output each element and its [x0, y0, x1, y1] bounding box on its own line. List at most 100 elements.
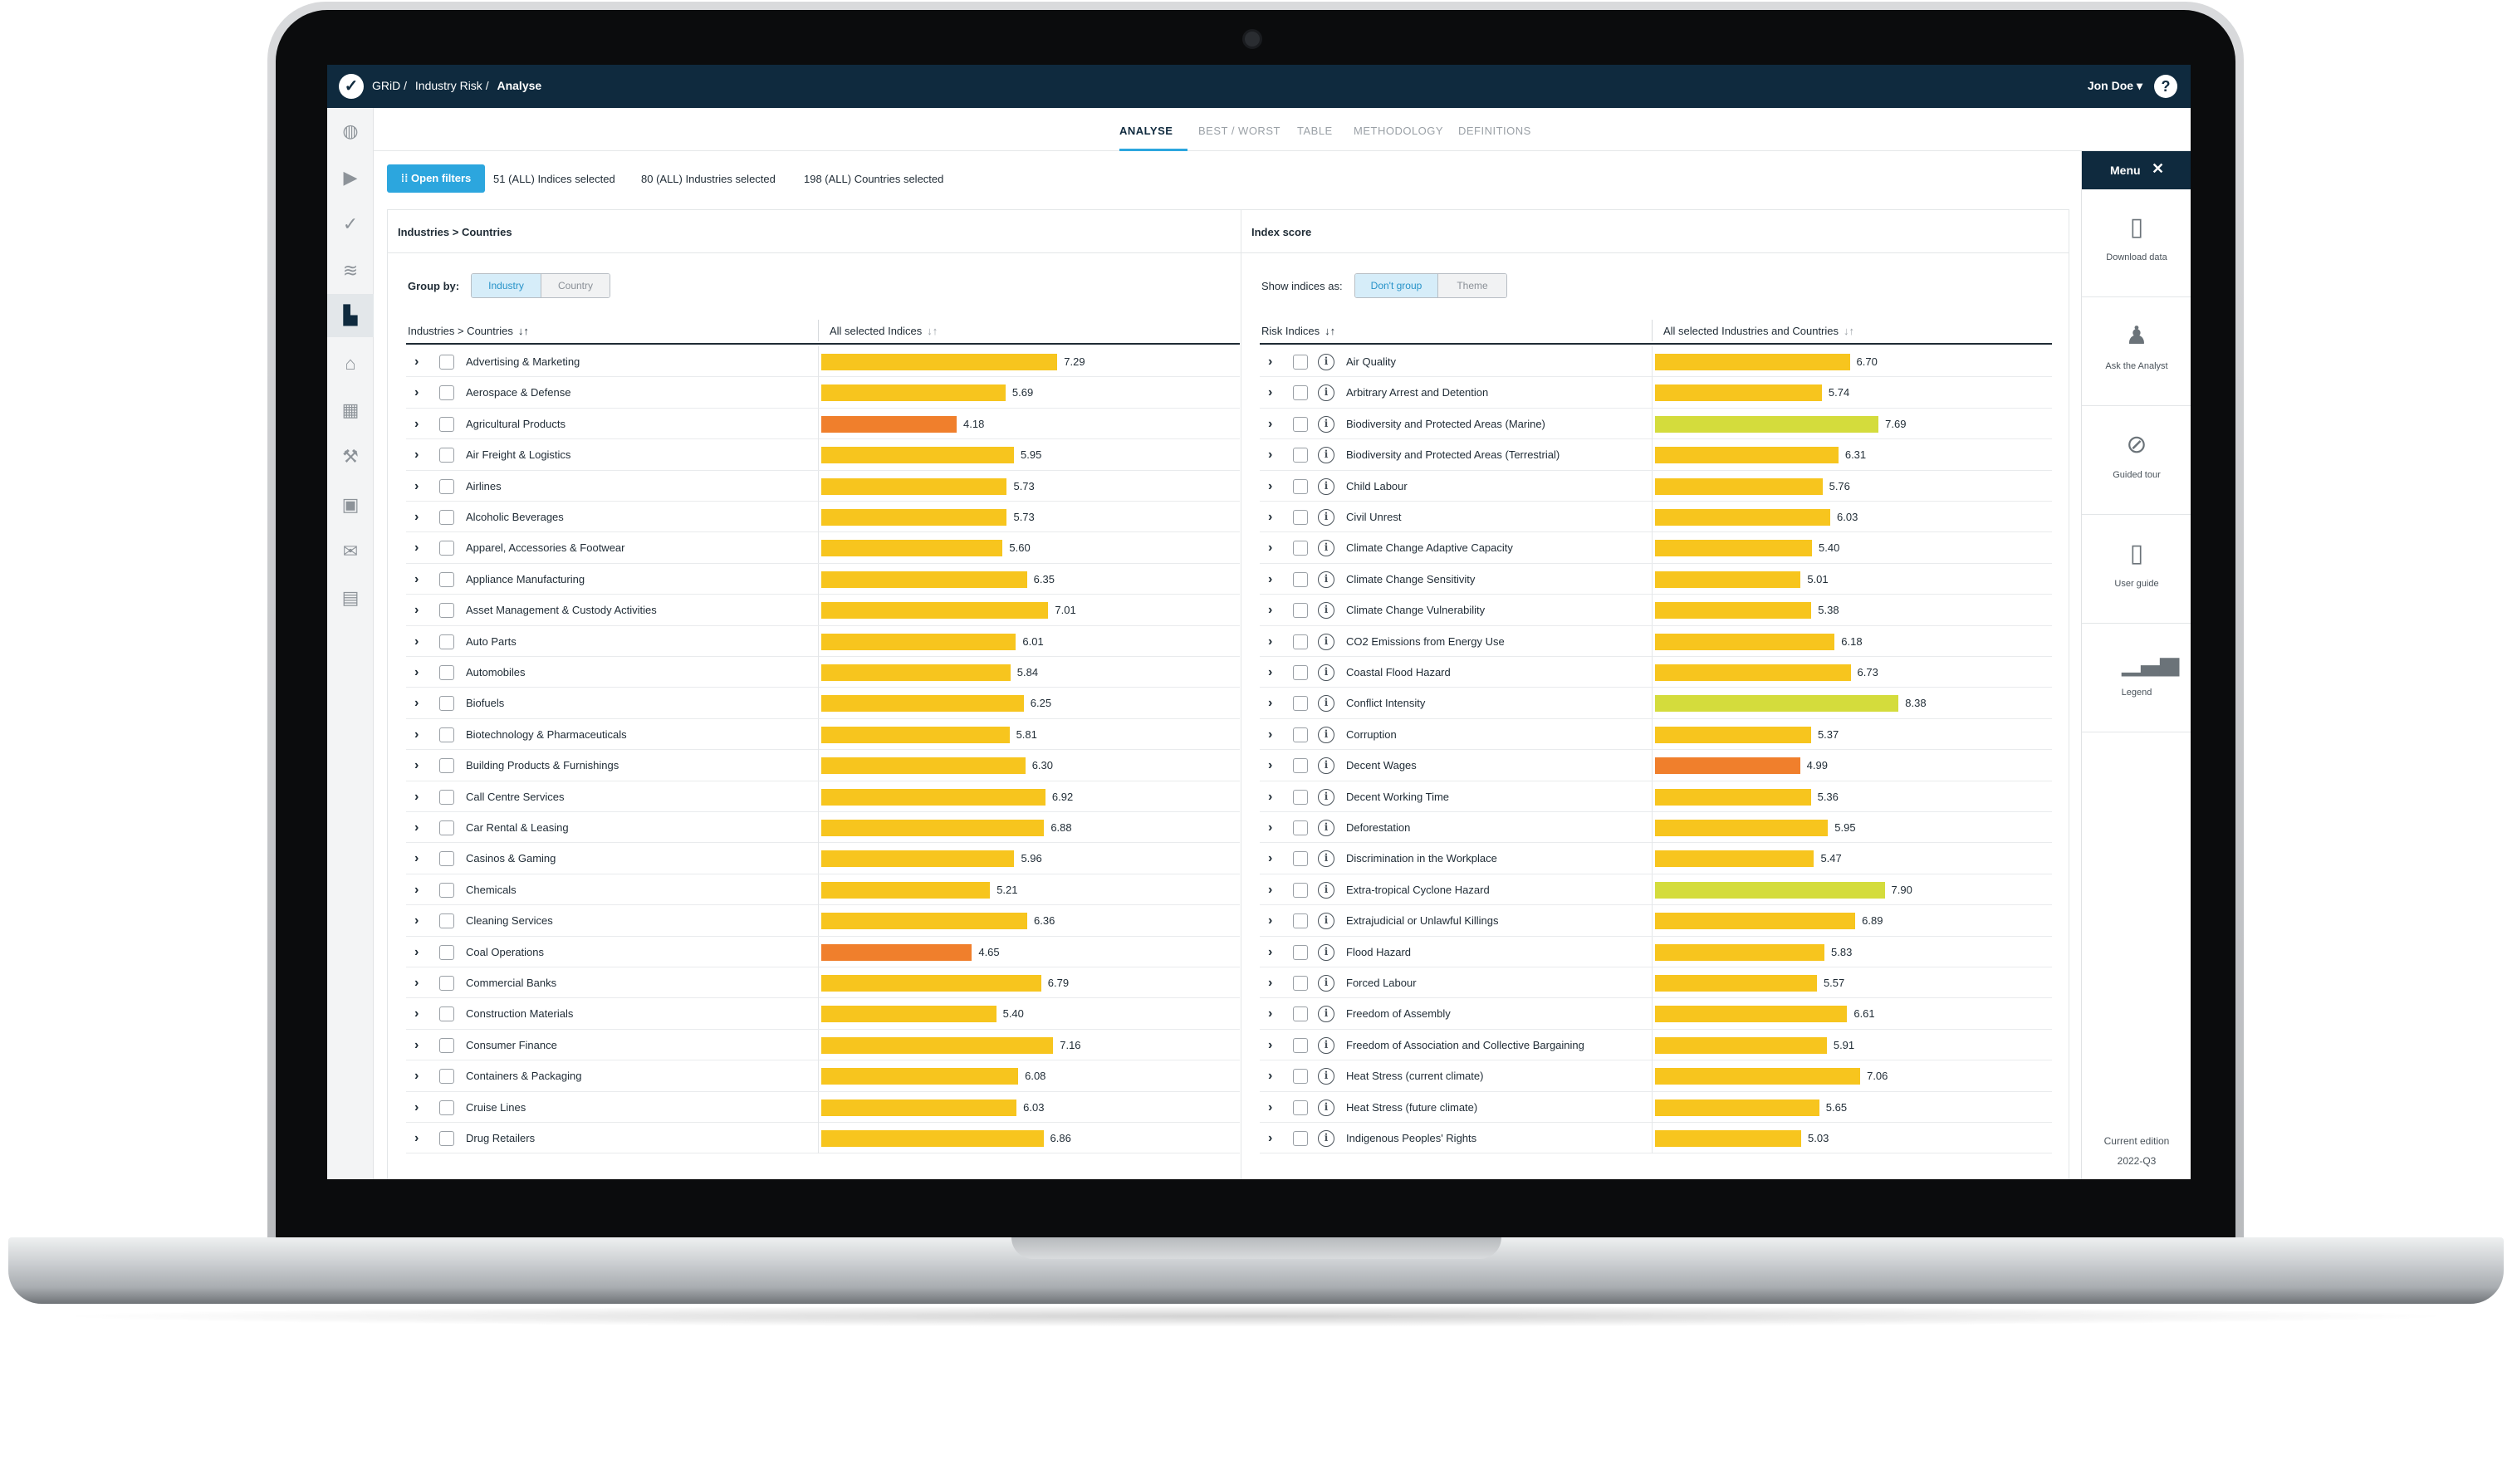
- chevron-right-icon[interactable]: ›: [414, 727, 419, 742]
- table-row[interactable]: › Commercial Banks 6.79: [406, 967, 1240, 999]
- row-checkbox[interactable]: [439, 355, 454, 370]
- table-row[interactable]: › i Flood Hazard 5.83: [1260, 936, 2052, 967]
- table-row[interactable]: › Coal Operations 4.65: [406, 936, 1240, 967]
- chevron-right-icon[interactable]: ›: [1268, 944, 1273, 959]
- chevron-right-icon[interactable]: ›: [414, 944, 419, 959]
- row-checkbox[interactable]: [1293, 913, 1308, 929]
- info-icon[interactable]: i: [1318, 447, 1334, 464]
- row-checkbox[interactable]: [1293, 789, 1308, 805]
- chevron-right-icon[interactable]: ›: [414, 448, 419, 463]
- info-icon[interactable]: i: [1318, 540, 1334, 557]
- table-row[interactable]: › i Climate Change Adaptive Capacity 5.40: [1260, 532, 2052, 564]
- group-country-button[interactable]: Country: [541, 274, 610, 297]
- info-icon[interactable]: i: [1318, 881, 1334, 899]
- row-checkbox[interactable]: [439, 758, 454, 774]
- row-checkbox[interactable]: [1293, 1037, 1308, 1053]
- row-checkbox[interactable]: [1293, 944, 1308, 960]
- row-checkbox[interactable]: [1293, 758, 1308, 774]
- table-row[interactable]: › Drug Retailers 6.86: [406, 1123, 1240, 1154]
- table-row[interactable]: › i Civil Unrest 6.03: [1260, 502, 2052, 533]
- row-checkbox[interactable]: [1293, 385, 1308, 401]
- group-industry-button[interactable]: Industry: [472, 274, 541, 297]
- info-icon[interactable]: i: [1318, 1006, 1334, 1023]
- row-checkbox[interactable]: [1293, 571, 1308, 587]
- chevron-right-icon[interactable]: ›: [1268, 1069, 1273, 1084]
- industry-chart-icon[interactable]: ▙: [343, 305, 358, 326]
- table-row[interactable]: › Automobiles 5.84: [406, 657, 1240, 688]
- table-row[interactable]: › Advertising & Marketing 7.29: [406, 346, 1240, 378]
- row-checkbox[interactable]: [439, 851, 454, 867]
- chevron-right-icon[interactable]: ›: [1268, 1131, 1273, 1145]
- row-checkbox[interactable]: [1293, 727, 1308, 742]
- row-checkbox[interactable]: [439, 976, 454, 991]
- info-icon[interactable]: i: [1318, 509, 1334, 526]
- chevron-right-icon[interactable]: ›: [414, 1100, 419, 1114]
- row-checkbox[interactable]: [439, 913, 454, 929]
- row-checkbox[interactable]: [439, 820, 454, 835]
- chevron-right-icon[interactable]: ›: [414, 976, 419, 990]
- globe-icon[interactable]: ◍: [342, 120, 359, 141]
- chevron-right-icon[interactable]: ›: [1268, 1006, 1273, 1021]
- factory-icon[interactable]: ⌂: [345, 353, 356, 374]
- table-row[interactable]: › Casinos & Gaming 5.96: [406, 843, 1240, 874]
- chevron-right-icon[interactable]: ›: [414, 355, 419, 369]
- tab-table[interactable]: TABLE: [1297, 125, 1333, 137]
- table-row[interactable]: › Agricultural Products 4.18: [406, 408, 1240, 440]
- row-checkbox[interactable]: [1293, 355, 1308, 370]
- chevron-right-icon[interactable]: ›: [414, 1037, 419, 1052]
- chevron-right-icon[interactable]: ›: [1268, 355, 1273, 369]
- chevron-right-icon[interactable]: ›: [1268, 851, 1273, 866]
- row-checkbox[interactable]: [439, 416, 454, 432]
- info-icon[interactable]: i: [1318, 695, 1334, 713]
- chevron-right-icon[interactable]: ›: [414, 882, 419, 897]
- chevron-right-icon[interactable]: ›: [414, 478, 419, 493]
- info-icon[interactable]: i: [1318, 384, 1334, 402]
- table-row[interactable]: › Air Freight & Logistics 5.95: [406, 439, 1240, 471]
- info-icon[interactable]: i: [1318, 913, 1334, 930]
- info-icon[interactable]: i: [1318, 633, 1334, 650]
- chevron-right-icon[interactable]: ›: [414, 634, 419, 649]
- table-row[interactable]: › i Coastal Flood Hazard 6.73: [1260, 657, 2052, 688]
- row-checkbox[interactable]: [439, 1131, 454, 1146]
- chevron-right-icon[interactable]: ›: [414, 541, 419, 556]
- row-checkbox[interactable]: [439, 1037, 454, 1053]
- video-icon[interactable]: ▶: [343, 167, 358, 188]
- info-icon[interactable]: i: [1318, 757, 1334, 775]
- row-checkbox[interactable]: [1293, 634, 1308, 649]
- chevron-right-icon[interactable]: ›: [414, 913, 419, 928]
- chevron-right-icon[interactable]: ›: [414, 571, 419, 586]
- close-icon[interactable]: ✕: [2152, 160, 2165, 177]
- info-icon[interactable]: i: [1318, 1036, 1334, 1054]
- menu-item-download-data[interactable]: ▯ Download data: [2082, 189, 2191, 297]
- info-icon[interactable]: i: [1318, 1068, 1334, 1085]
- info-icon[interactable]: i: [1318, 943, 1334, 961]
- row-checkbox[interactable]: [1293, 1100, 1308, 1115]
- breadcrumb-industry-risk[interactable]: Industry Risk /: [414, 79, 489, 92]
- chevron-right-icon[interactable]: ›: [414, 758, 419, 773]
- table-row[interactable]: › Car Rental & Leasing 6.88: [406, 812, 1240, 844]
- table-row[interactable]: › i Biodiversity and Protected Areas (Terr…: [1260, 439, 2052, 471]
- table-row[interactable]: › i Decent Working Time 5.36: [1260, 781, 2052, 812]
- row-checkbox[interactable]: [439, 603, 454, 619]
- row-checkbox[interactable]: [1293, 478, 1308, 494]
- chevron-right-icon[interactable]: ›: [1268, 541, 1273, 556]
- chevron-right-icon[interactable]: ›: [414, 1069, 419, 1084]
- row-checkbox[interactable]: [1293, 510, 1308, 525]
- grid-logo-icon[interactable]: ✓: [342, 213, 359, 234]
- table-row[interactable]: › Airlines 5.73: [406, 470, 1240, 502]
- info-icon[interactable]: i: [1318, 788, 1334, 806]
- menu-item-legend[interactable]: ▁▃▅ Legend: [2082, 624, 2191, 732]
- chevron-right-icon[interactable]: ›: [1268, 820, 1273, 835]
- envelope-icon[interactable]: ✉: [342, 541, 359, 561]
- table-row[interactable]: › i Decent Wages 4.99: [1260, 750, 2052, 781]
- info-icon[interactable]: i: [1318, 975, 1334, 992]
- info-icon[interactable]: i: [1318, 354, 1334, 370]
- table-row[interactable]: › Biotechnology & Pharmaceuticals 5.81: [406, 718, 1240, 751]
- table-row[interactable]: › i Air Quality 6.70: [1260, 346, 2052, 378]
- row-checkbox[interactable]: [439, 510, 454, 525]
- column-header-risk-indices[interactable]: Risk Indices ↓↑: [1261, 325, 1336, 337]
- column-header-all-selected[interactable]: All selected Industries and Countries ↓↑: [1663, 325, 1855, 337]
- chevron-right-icon[interactable]: ›: [414, 851, 419, 866]
- row-checkbox[interactable]: [1293, 696, 1308, 712]
- chevron-right-icon[interactable]: ›: [1268, 416, 1273, 431]
